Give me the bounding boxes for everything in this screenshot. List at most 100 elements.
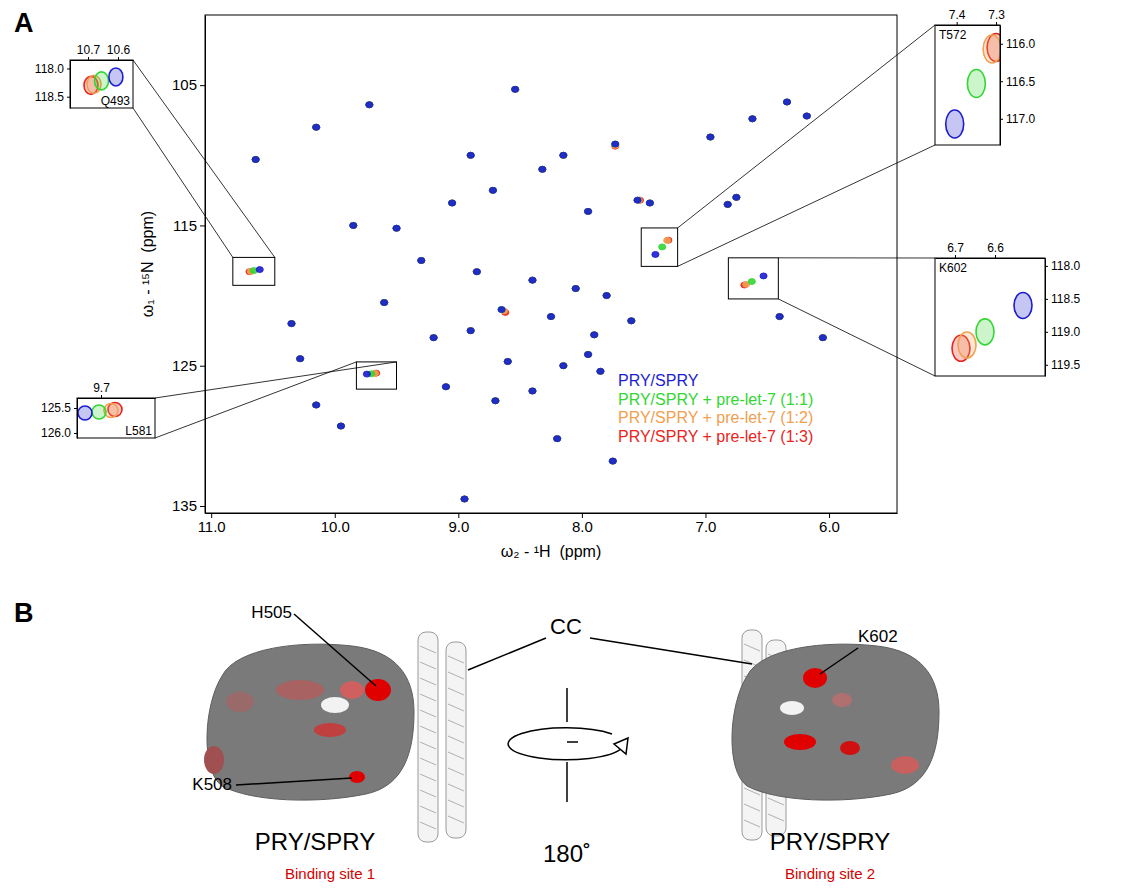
peak [584,351,591,357]
peak [92,405,106,419]
peak [554,436,561,442]
peak [646,200,653,206]
inset-y-tick: 118.5 [35,90,70,104]
peak [783,99,790,105]
inset-y-tick-label: 126.0 [41,426,71,440]
peak [512,86,519,92]
peak [350,222,357,228]
peak [646,200,653,206]
peak [749,116,756,122]
helix-turn [420,758,436,765]
x-tick: 11.0 [198,513,226,535]
inset-x-tick-label: 6.7 [947,241,964,255]
peak [498,307,505,313]
peak [591,332,598,338]
peak [489,187,496,193]
inset-x-axis: 9.7 [78,381,156,399]
peak [442,384,449,390]
inset-peaks [84,68,123,94]
peak [512,86,519,92]
helix-turn [420,646,436,653]
helix-turn [448,720,464,727]
inset-y-tick: 125.5 [41,401,77,415]
y-axis-title: ω₁ - ¹⁵N (ppm) [139,211,156,317]
inset: 6.76.6118.0118.5119.0119.5K602 [935,241,1080,377]
y-tick: 105 [172,76,205,93]
structure-right [732,630,939,840]
helix-turn [420,774,436,781]
peak [467,152,474,158]
peak [313,402,320,408]
zoom-connector [778,299,935,376]
x-axis-title: ω₂ - ¹H (ppm) [501,543,601,560]
inset-x-tick: 9.7 [93,381,110,398]
peak [724,201,731,207]
peak [707,134,714,140]
peak [78,406,92,420]
inset-frame [70,60,133,108]
helix-turn [420,678,436,685]
inset-x-tick: 10.6 [107,43,131,60]
peak [946,110,964,138]
peak [664,237,671,243]
surface-patch [340,681,364,699]
peak [467,152,474,158]
peak [760,273,767,279]
zoom-connector [678,145,935,266]
peak [958,332,976,358]
helix-turn [420,710,436,717]
inset-background [935,258,1045,376]
helix-turn [448,704,464,711]
peak [381,300,388,306]
peak [591,332,598,338]
rotation-symbol [508,688,628,802]
peak [393,225,400,231]
peak [646,200,653,206]
peak [381,300,388,306]
inset-y-tick: 126.0 [41,426,77,440]
peak [461,496,468,502]
peak [418,257,425,263]
peak [733,194,740,200]
peak [337,423,344,429]
peak [489,187,496,193]
peak [749,116,756,122]
peak [467,328,474,334]
rotation-label: 180˚ [543,840,591,867]
peak [467,152,474,158]
peak [449,200,456,206]
helix-turn [448,752,464,759]
peak [983,35,1000,63]
inset-peaks [952,292,1032,361]
inset-background [70,60,133,108]
peak [366,102,373,108]
residue-label: K602 [858,627,898,646]
peak [337,423,344,429]
inset-y-tick: 118.0 [1045,259,1080,273]
peak [783,99,790,105]
peak [560,363,567,369]
rotation-axis-tick [567,741,578,743]
peak [430,335,437,341]
inset-y-tick: 118.0 [35,62,70,76]
legend-entry: PRY/SPRY + pre-let-7 (1:2) [618,409,813,426]
peak [350,222,357,228]
peak [337,423,344,429]
peak [366,102,373,108]
structure-title: PRY/SPRY [255,828,376,855]
peak [749,116,756,122]
helix [418,632,438,842]
peak [313,124,320,130]
peak [560,363,567,369]
inset-x-tick: 6.7 [947,241,964,258]
helix-turn [448,800,464,807]
peak [803,113,810,119]
peak [733,194,740,200]
peak [467,328,474,334]
peak [819,335,826,341]
plot-frame [205,15,897,513]
x-axis: 11.010.09.08.07.06.0 [198,513,898,535]
inset-x-tick: 6.6 [987,241,1004,258]
inset-y-tick: 116.5 [1000,75,1035,89]
peak [529,388,536,394]
